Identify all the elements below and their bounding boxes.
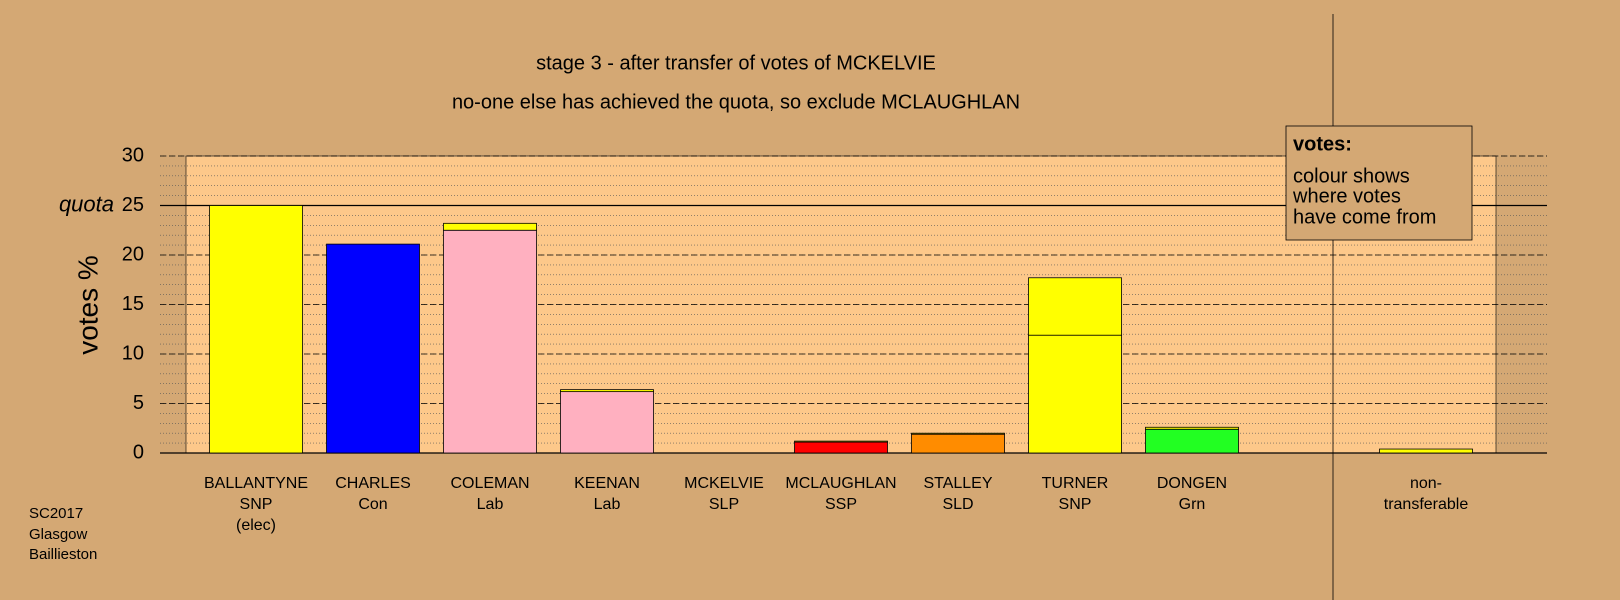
y-tick-label: 0 — [133, 441, 144, 463]
bar-segment — [560, 391, 654, 454]
x-tick-label: COLEMAN — [450, 475, 529, 492]
x-tick-label: MCKELVIE — [684, 475, 764, 492]
x-tick-label: Lab — [477, 496, 504, 513]
bar-segment — [1379, 448, 1473, 454]
marks — [209, 205, 1473, 454]
y-tick-label: 30 — [122, 144, 144, 166]
x-tick-label: (elec) — [236, 517, 276, 534]
footer-text: Baillieston — [29, 546, 97, 563]
chart-subtitle: no-one else has achieved the quota, so e… — [452, 91, 1020, 113]
x-tick-label: MCLAUGHLAN — [785, 475, 896, 492]
x-tick-label: SNP — [240, 496, 273, 513]
chart-title: stage 3 - after transfer of votes of MCK… — [536, 52, 936, 74]
x-tick-label: Con — [358, 496, 387, 513]
y-tick-label: 20 — [122, 243, 144, 265]
quota-label: quota — [59, 191, 114, 216]
y-axis-label: votes % — [72, 255, 103, 355]
x-tick-label: SNP — [1059, 496, 1092, 513]
bar-segment — [443, 222, 537, 231]
bar-segment — [1028, 277, 1122, 336]
bar-segment — [794, 441, 888, 454]
bar-segment — [1145, 426, 1239, 430]
bar-segment — [794, 440, 888, 443]
x-tick-label: SLP — [709, 496, 739, 513]
bar-segment — [443, 229, 537, 454]
x-tick-label: transferable — [1384, 496, 1469, 513]
legend-box — [1285, 125, 1473, 241]
x-tick-label: SSP — [825, 496, 857, 513]
footer-text: SC2017 — [29, 505, 83, 522]
legend-text: have come from — [1293, 206, 1436, 228]
bar-segment — [209, 205, 303, 454]
x-tick-label: Lab — [594, 496, 621, 513]
x-tick-label: TURNER — [1042, 475, 1109, 492]
y-tick-label: 15 — [122, 293, 144, 315]
x-tick-label: KEENAN — [574, 475, 640, 492]
x-tick-label: non- — [1410, 475, 1442, 492]
footer-text: Glasgow — [29, 526, 88, 543]
x-tick-label: STALLEY — [923, 475, 992, 492]
bar-segment — [560, 389, 654, 393]
bar-segment — [1028, 334, 1122, 454]
x-tick-label: SLD — [942, 496, 973, 513]
bar-segment — [1145, 428, 1239, 454]
legend-text: where votes — [1292, 185, 1401, 207]
y-tick-label: 10 — [122, 342, 144, 364]
legend-text: colour shows — [1293, 165, 1410, 187]
legend-title: votes: — [1293, 133, 1352, 155]
bar-segment — [911, 433, 1005, 454]
y-tick-label: 5 — [133, 392, 144, 414]
bar-segment — [326, 243, 420, 454]
x-tick-label: Grn — [1179, 496, 1206, 513]
x-tick-label: CHARLES — [335, 475, 411, 492]
x-tick-label: DONGEN — [1157, 475, 1227, 492]
x-tick-label: BALLANTYNE — [204, 475, 308, 492]
bar-segment — [911, 432, 1005, 435]
y-tick-label: 25 — [122, 194, 144, 216]
